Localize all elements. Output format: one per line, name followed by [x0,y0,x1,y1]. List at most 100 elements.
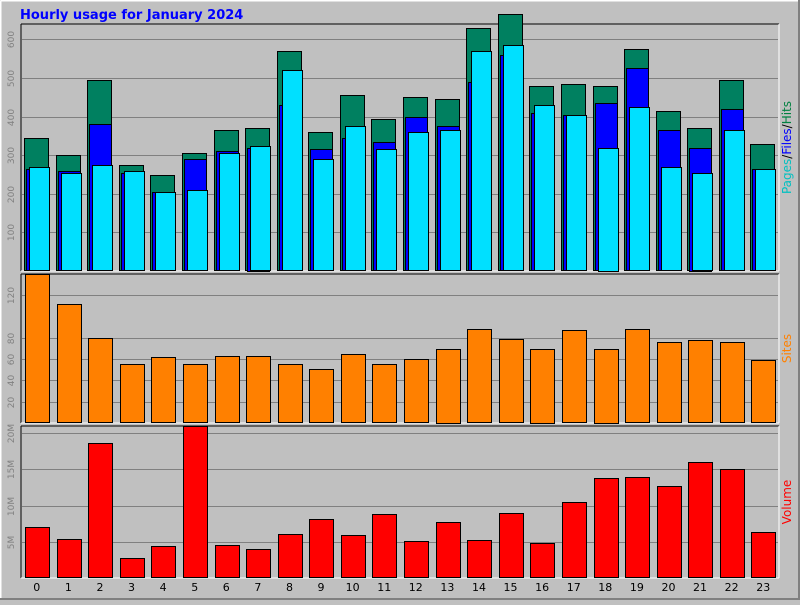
bar-volume-9 [309,519,334,578]
bar-sites-13 [436,349,461,424]
bar-sites-20 [657,342,682,423]
axis-label-volume: Volume [780,480,794,525]
bar-pages-15 [503,45,524,271]
x-tick-label: 8 [286,581,293,594]
x-tick-label: 9 [318,581,325,594]
axis-label-part: Hits [780,101,794,124]
plot-area [21,274,779,423]
bar-volume-13 [436,522,461,578]
x-tick-label: 15 [504,581,518,594]
panel-sites: 20 40 60 80 120 Sites [7,273,794,424]
bar-sites-11 [372,364,397,423]
bar-volume-17 [562,502,587,578]
bar-pages-8 [282,70,303,271]
panel-volume: 5M 10M 15M 20M Volume [7,424,794,579]
bar-sites-8 [278,364,303,423]
bar-pages-14 [471,51,492,271]
bar-volume-5 [183,426,208,578]
bar-sites-0 [25,274,50,423]
bar-pages-3 [124,171,145,271]
bar-sites-9 [309,369,334,423]
x-tick-label: 19 [630,581,644,594]
bar-pages-16 [534,105,555,271]
y-tick-label: 20M [7,424,17,443]
bar-pages-13 [440,130,461,271]
bar-volume-15 [499,513,524,578]
bar-pages-11 [376,149,397,271]
bar-volume-2 [88,443,113,578]
bar-pages-12 [408,132,429,271]
x-tick-label: 5 [191,581,198,594]
bar-pages-0 [29,167,50,271]
x-tick-label: 1 [65,581,72,594]
axis-label-part: / [780,123,794,128]
bar-volume-21 [688,462,713,578]
bar-pages-4 [155,192,176,271]
y-tick-label: 15M [7,460,17,479]
x-tick-label: 12 [409,581,423,594]
bar-sites-18 [594,349,619,424]
x-tick-label: 22 [725,581,739,594]
bar-volume-23 [751,532,776,578]
bar-sites-23 [751,360,776,423]
y-tick-label: 60 [7,354,17,366]
bar-pages-17 [566,115,587,271]
bar-pages-9 [313,159,334,271]
x-tick-label: 6 [223,581,230,594]
axis-label-part: Pages [780,159,794,194]
bar-pages-7 [250,146,271,271]
x-tick-label: 17 [567,581,581,594]
bar-sites-1 [57,304,82,423]
y-tick-label: 100 [7,224,17,241]
x-tick-label: 11 [377,581,391,594]
axis-label-part: Files [780,128,794,154]
bar-pages-22 [724,130,745,271]
x-tick-label: 13 [440,581,454,594]
axis-label-pages-files-hits: Pages/Files/Hits [780,101,794,194]
bar-pages-20 [661,167,682,271]
bar-volume-19 [625,477,650,578]
bar-pages-18 [598,148,619,272]
x-tick-label: 0 [33,581,40,594]
axis-label-sites: Sites [780,334,794,363]
x-tick-label: 7 [254,581,261,594]
y-tick-label: 200 [7,186,17,203]
bar-volume-22 [720,469,745,578]
plot-area [21,24,779,271]
y-tick-label: 500 [7,70,17,87]
bar-volume-18 [594,478,619,578]
bar-sites-7 [246,356,271,423]
x-tick-label: 21 [693,581,707,594]
x-tick-label: 3 [128,581,135,594]
y-tick-label: 600 [7,31,17,48]
y-tick-label: 20 [7,397,17,409]
bar-volume-10 [341,535,366,578]
bar-sites-14 [467,329,492,423]
bar-pages-21 [692,173,713,271]
bar-pages-1 [61,173,82,271]
bar-volume-0 [25,527,50,578]
x-tick-label: 16 [535,581,549,594]
chart-title: Hourly usage for January 2024 [20,8,243,23]
y-tick-label: 10M [7,497,17,516]
x-tick-label: 4 [160,581,167,594]
bar-sites-19 [625,329,650,423]
bar-pages-2 [92,165,113,271]
bar-pages-10 [345,126,366,271]
bar-sites-17 [562,330,587,423]
x-tick-label: 18 [598,581,612,594]
bar-volume-11 [372,514,397,578]
bar-sites-3 [120,364,145,423]
y-tick-label: 80 [7,333,17,345]
bar-volume-20 [657,486,682,578]
x-tick-label: 14 [472,581,486,594]
bar-volume-1 [57,539,82,578]
bar-sites-22 [720,342,745,423]
plot-area [21,426,779,578]
bar-pages-6 [219,153,240,271]
y-tick-label: 400 [7,109,17,126]
bar-pages-19 [629,107,650,271]
x-tick-label: 2 [96,581,103,594]
